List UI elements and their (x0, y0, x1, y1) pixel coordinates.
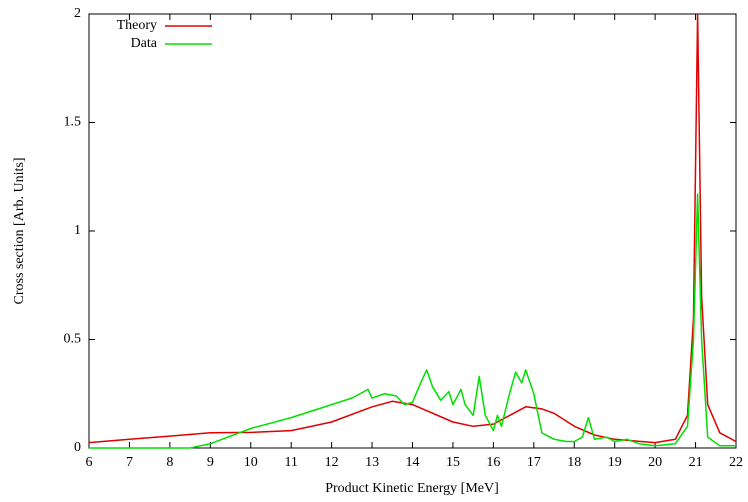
y-tick-label: 0.5 (64, 332, 82, 347)
y-tick-label: 1 (74, 223, 81, 238)
y-axis-label: Cross section [Arb. Units] (12, 158, 27, 305)
x-tick-label: 12 (325, 455, 339, 470)
x-tick-label: 7 (126, 455, 133, 470)
x-tick-label: 9 (207, 455, 214, 470)
x-tick-label: 19 (608, 455, 622, 470)
x-tick-label: 14 (406, 455, 420, 470)
x-tick-label: 18 (567, 455, 581, 470)
x-tick-label: 10 (244, 455, 258, 470)
y-tick-label: 1.5 (64, 115, 82, 130)
x-tick-label: 16 (486, 455, 500, 470)
x-tick-label: 20 (648, 455, 662, 470)
legend-label: Theory (117, 18, 157, 33)
x-axis-label: Product Kinetic Energy [MeV] (325, 481, 499, 496)
x-tick-label: 15 (446, 455, 460, 470)
x-tick-label: 13 (365, 455, 379, 470)
y-tick-label: 0 (74, 440, 81, 455)
x-tick-label: 11 (284, 455, 297, 470)
legend-label: Data (131, 36, 158, 51)
series-line (88, 13, 737, 444)
x-tick-label: 8 (166, 455, 173, 470)
series-line (89, 193, 736, 449)
x-tick-label: 17 (527, 455, 541, 470)
plot-frame (88, 13, 737, 449)
x-tick-label: 22 (729, 455, 743, 470)
x-tick-label: 6 (86, 455, 93, 470)
x-tick-label: 21 (689, 455, 703, 470)
y-tick-label: 2 (74, 6, 81, 21)
